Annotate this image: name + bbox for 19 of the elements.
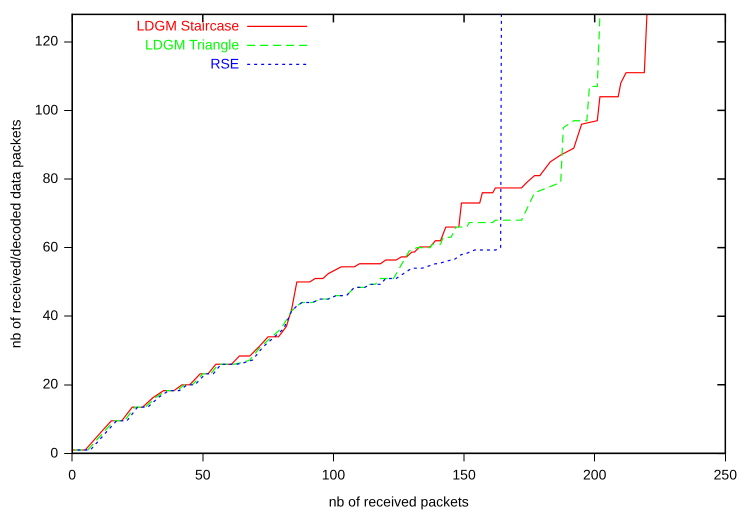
x-tick-label: 100 bbox=[322, 466, 346, 483]
x-tick-label: 50 bbox=[195, 466, 211, 483]
legend-label: RSE bbox=[210, 55, 240, 72]
y-tick-label: 100 bbox=[34, 101, 58, 118]
legend-label: LDGM Staircase bbox=[136, 17, 240, 34]
y-tick-label: 40 bbox=[42, 307, 58, 324]
x-tick-label: 0 bbox=[68, 466, 76, 483]
legend-label: LDGM Triangle bbox=[145, 36, 240, 52]
x-tick-label: 200 bbox=[583, 466, 607, 483]
x-axis-title: nb of received packets bbox=[328, 493, 469, 510]
y-tick-label: 120 bbox=[34, 32, 58, 49]
y-tick-label: 0 bbox=[50, 444, 58, 460]
y-tick-label: 80 bbox=[42, 170, 58, 186]
line-series bbox=[76, 14, 502, 451]
x-tick-label: 150 bbox=[452, 466, 476, 483]
y-tick-label: 20 bbox=[42, 376, 58, 392]
x-tick-label: 250 bbox=[714, 466, 738, 483]
y-axis-title: nb of received/decoded data packets bbox=[7, 119, 24, 348]
y-tick-label: 60 bbox=[42, 238, 58, 254]
